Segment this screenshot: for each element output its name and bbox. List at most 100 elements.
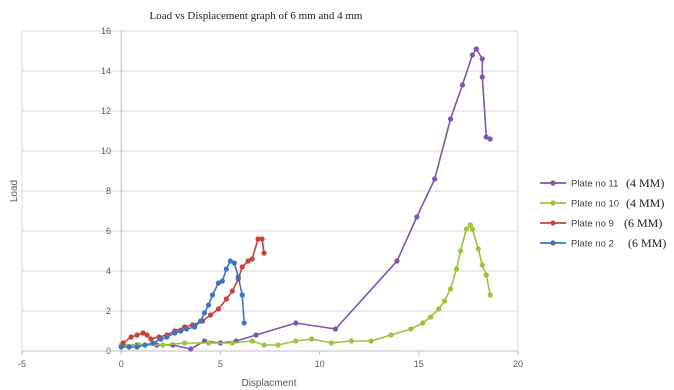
series-4 xyxy=(118,258,247,350)
data-point xyxy=(235,274,241,280)
legend-swatch-marker xyxy=(550,240,556,246)
data-point xyxy=(219,278,225,284)
data-point xyxy=(332,326,339,332)
data-point xyxy=(483,134,489,140)
y-tick-label: 12 xyxy=(101,106,111,116)
data-point xyxy=(328,340,335,346)
data-point xyxy=(245,258,251,264)
legend-label: Plate no 2 xyxy=(571,239,614,250)
x-tick-label: -5 xyxy=(18,359,26,369)
y-axis-title: Load xyxy=(9,180,20,202)
y-tick-label: 6 xyxy=(106,226,111,236)
data-point xyxy=(420,320,426,326)
series-line xyxy=(121,224,491,346)
data-point xyxy=(453,266,460,272)
legend-item: Plate no 9 (6 MM) xyxy=(540,216,662,230)
data-point xyxy=(140,330,146,336)
legend-label: Plate no 11 xyxy=(571,179,618,190)
legend: Plate no 11 (4 MM)Plate no 10 (4 MM)Plate … xyxy=(540,176,666,250)
data-point xyxy=(227,258,233,264)
x-tick-label: 15 xyxy=(414,359,424,369)
data-point xyxy=(239,264,245,270)
y-tick-label: 14 xyxy=(101,66,111,76)
data-point xyxy=(432,176,438,182)
legend-swatch-marker xyxy=(550,220,556,226)
data-point xyxy=(259,236,265,242)
data-point xyxy=(261,342,267,348)
x-tick-label: 20 xyxy=(513,359,523,369)
data-point xyxy=(457,248,464,254)
legend-swatch-marker xyxy=(550,200,556,206)
data-point xyxy=(475,246,481,252)
data-point xyxy=(231,260,237,266)
data-point xyxy=(249,256,255,262)
data-point xyxy=(229,340,235,346)
data-point xyxy=(249,338,255,344)
legend-note: (6 MM) xyxy=(628,236,666,250)
data-point xyxy=(459,82,466,88)
data-point xyxy=(428,314,434,320)
data-point xyxy=(223,296,229,302)
chart-title: Load vs Displacement graph of 6 mm and 4… xyxy=(150,10,363,22)
series-group xyxy=(118,46,493,352)
legend-label: Plate no 10 xyxy=(571,199,619,210)
data-point xyxy=(239,292,245,298)
x-tick-label: 0 xyxy=(119,359,124,369)
data-point xyxy=(255,236,261,242)
x-tick-label: 5 xyxy=(218,359,223,369)
data-point xyxy=(160,342,166,348)
data-point xyxy=(134,344,140,350)
data-point xyxy=(253,332,259,338)
legend-note: (4 MM) xyxy=(626,196,664,210)
data-point xyxy=(207,312,214,318)
series-line xyxy=(123,48,491,350)
data-point xyxy=(309,336,315,342)
data-point xyxy=(487,136,493,142)
data-point xyxy=(144,332,150,338)
data-point xyxy=(463,226,470,232)
series-2 xyxy=(118,222,493,348)
legend-note: (6 MM) xyxy=(624,216,662,230)
data-point xyxy=(184,326,190,332)
data-point xyxy=(158,336,164,342)
data-point xyxy=(118,344,124,350)
legend-label: Plate no 9 xyxy=(571,219,614,230)
data-point xyxy=(172,330,178,336)
data-point xyxy=(447,286,454,292)
data-point xyxy=(215,306,222,312)
data-point xyxy=(447,116,454,122)
data-point xyxy=(261,250,267,256)
data-point xyxy=(150,340,156,346)
data-point xyxy=(414,214,420,220)
data-point xyxy=(348,338,354,344)
data-point xyxy=(164,334,170,340)
data-point xyxy=(201,310,208,316)
data-point xyxy=(215,280,222,286)
data-point xyxy=(436,306,442,312)
data-point xyxy=(134,332,140,338)
legend-swatch-marker xyxy=(550,180,556,186)
data-point xyxy=(479,56,485,62)
x-axis-title: Displacment xyxy=(241,378,296,389)
legend-item: Plate no 10 (4 MM) xyxy=(540,196,664,210)
data-point xyxy=(479,74,485,80)
y-tick-label: 10 xyxy=(101,146,111,156)
data-point xyxy=(209,292,216,298)
data-point xyxy=(293,320,299,326)
data-point xyxy=(120,340,126,346)
data-point xyxy=(479,262,485,268)
data-point xyxy=(178,328,184,334)
data-point xyxy=(467,222,473,228)
legend-item: Plate no 2 (6 MM) xyxy=(540,236,666,250)
data-point xyxy=(293,338,299,344)
x-tick-label: 10 xyxy=(315,359,325,369)
y-tick-label: 16 xyxy=(101,26,111,36)
series-1 xyxy=(120,46,493,352)
data-point xyxy=(394,258,400,264)
legend-note: (4 MM) xyxy=(626,176,664,190)
y-tick-label: 8 xyxy=(106,186,111,196)
data-point xyxy=(483,272,489,278)
data-point xyxy=(205,302,212,308)
